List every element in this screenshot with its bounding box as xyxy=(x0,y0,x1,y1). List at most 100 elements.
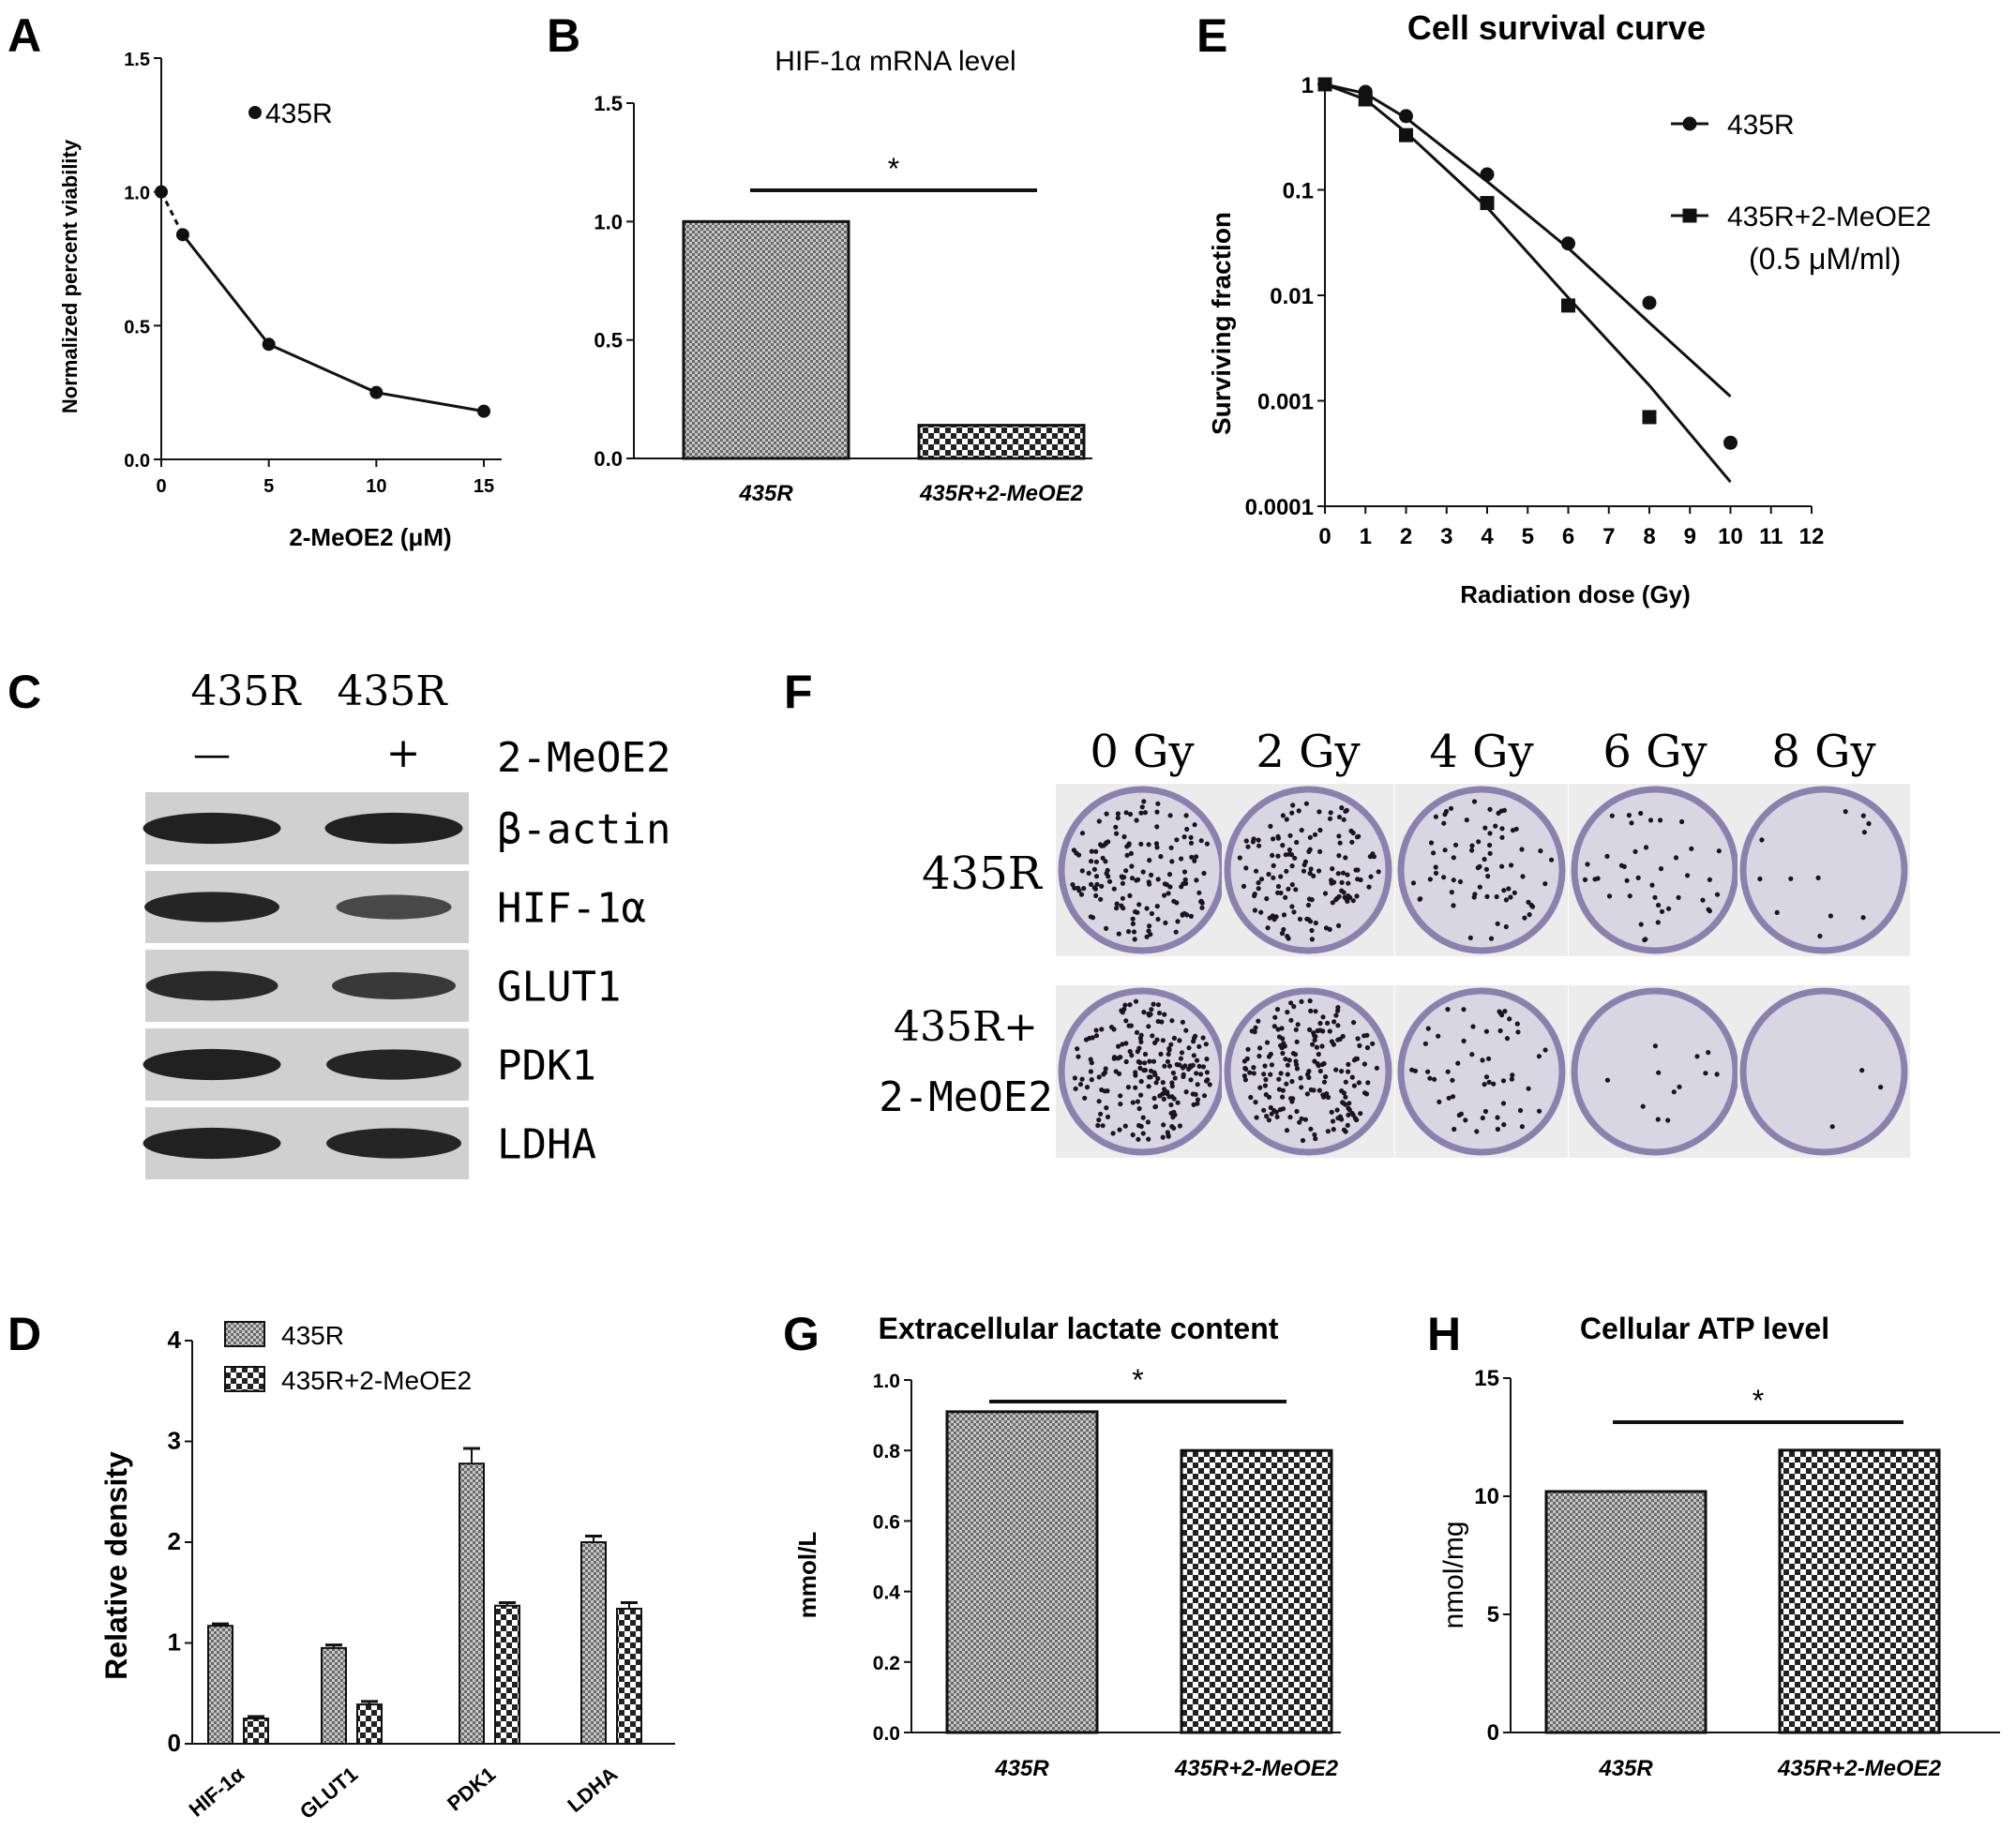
colony xyxy=(1160,1038,1166,1043)
colony xyxy=(1335,1008,1341,1013)
colony xyxy=(1117,1127,1122,1132)
colony xyxy=(1171,1109,1177,1115)
colony xyxy=(1621,863,1627,870)
colony xyxy=(1128,850,1134,857)
colony xyxy=(1280,1088,1286,1093)
colony xyxy=(1487,850,1493,856)
colony xyxy=(1123,1041,1129,1046)
blot-protein-label: HIF-1α xyxy=(497,885,646,933)
data-point xyxy=(369,385,384,399)
colony xyxy=(1123,868,1129,874)
colony xyxy=(1335,871,1341,877)
colony xyxy=(1175,1100,1181,1105)
y-tick-label: 0.001 xyxy=(1257,390,1314,415)
colony xyxy=(1082,1095,1088,1101)
colony xyxy=(1155,877,1161,882)
colony xyxy=(1284,868,1289,874)
colony xyxy=(1542,1047,1548,1053)
colony xyxy=(1477,884,1482,890)
colony xyxy=(1114,831,1120,836)
colony xyxy=(1117,1071,1122,1076)
colony xyxy=(1307,871,1313,877)
y-tick-label: 0.1 xyxy=(1283,179,1314,204)
colony xyxy=(1759,837,1765,843)
blot-band xyxy=(145,970,278,1001)
panel-b-chart: HIF-1α mRNA level 0.0 0.5 1.0 1.5 435R 435R+2… xyxy=(594,46,1092,506)
colony xyxy=(1329,1039,1335,1044)
colony xyxy=(1336,853,1342,859)
colony xyxy=(1497,1028,1503,1034)
colony xyxy=(1275,833,1281,840)
colony xyxy=(1866,820,1872,827)
colony xyxy=(1355,1036,1361,1042)
colony xyxy=(1425,1069,1431,1074)
colony xyxy=(1436,1033,1441,1039)
x-tick-label: 6 xyxy=(1562,524,1574,549)
panel-g-title: Extracellular lactate content xyxy=(879,1312,1279,1345)
colony xyxy=(1604,853,1610,860)
colony xyxy=(1275,1027,1281,1032)
colony xyxy=(1286,851,1292,857)
panel-letter-h: H xyxy=(1427,1308,1461,1360)
colony xyxy=(1431,850,1437,856)
colony xyxy=(1172,1075,1178,1081)
colony xyxy=(1471,799,1478,804)
colony xyxy=(1343,855,1348,861)
colony xyxy=(1070,882,1076,888)
colony xyxy=(1297,916,1303,922)
colony xyxy=(1243,1066,1249,1072)
colony xyxy=(1294,839,1300,846)
colony xyxy=(1256,1053,1262,1059)
colony xyxy=(1146,842,1151,848)
colony xyxy=(1450,1077,1455,1083)
x-tick-label: 3 xyxy=(1440,524,1452,549)
colony xyxy=(1346,1112,1351,1118)
colony xyxy=(1125,1085,1131,1090)
colony xyxy=(1242,1077,1248,1083)
colony xyxy=(1312,832,1318,837)
colony xyxy=(1237,855,1242,861)
data-point-circle xyxy=(1642,295,1657,310)
colony xyxy=(1167,813,1173,818)
colony xyxy=(1340,870,1347,876)
colony xyxy=(1155,1002,1161,1008)
colony xyxy=(1093,848,1099,854)
y-tick-label: 1.5 xyxy=(124,50,150,70)
bar xyxy=(917,424,1086,460)
culture-plate xyxy=(1224,786,1392,954)
colony xyxy=(1307,1027,1313,1032)
colony xyxy=(1335,1023,1341,1028)
colony xyxy=(1158,854,1164,860)
colony xyxy=(1289,863,1295,869)
colony xyxy=(1118,1102,1123,1107)
colony xyxy=(1135,1099,1140,1104)
colony xyxy=(1116,931,1121,937)
colony xyxy=(1182,877,1188,883)
colony xyxy=(1458,1111,1464,1117)
colony xyxy=(1366,884,1372,890)
colony xyxy=(1287,1115,1293,1120)
colony xyxy=(1320,1014,1326,1020)
colony xyxy=(1376,869,1381,875)
colony xyxy=(1422,1041,1428,1046)
colony xyxy=(1487,806,1493,813)
colony xyxy=(1536,1054,1542,1059)
colony xyxy=(1510,1072,1515,1078)
colony xyxy=(1495,1126,1500,1132)
colony xyxy=(1141,1010,1147,1015)
colony xyxy=(1329,878,1334,883)
colony xyxy=(1104,925,1109,932)
colony xyxy=(1116,1043,1121,1049)
colony xyxy=(1685,873,1691,878)
colony xyxy=(1171,1125,1177,1131)
panel-d-chart: Relative density 0 1 2 3 4 HIF-1α GLUT1 PDK1 LDH… xyxy=(99,1321,675,1823)
colony xyxy=(1475,865,1481,871)
colony xyxy=(1188,834,1194,840)
colony xyxy=(1828,913,1833,919)
y-tick-label: 0.0 xyxy=(124,451,150,472)
colony xyxy=(1299,1116,1304,1121)
colony xyxy=(1367,854,1373,860)
colony xyxy=(1168,845,1174,850)
bar xyxy=(1778,1448,1941,1734)
colony xyxy=(1666,906,1672,911)
